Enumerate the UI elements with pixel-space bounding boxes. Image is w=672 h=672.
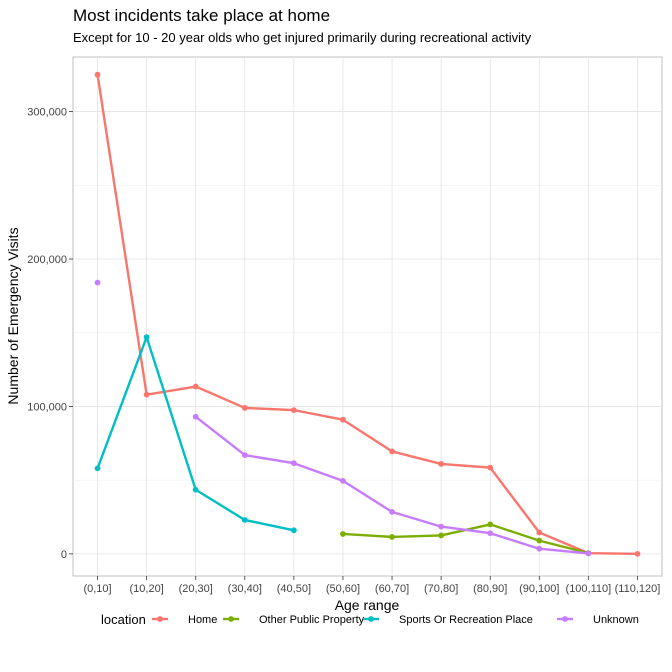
- data-point: [241, 517, 248, 523]
- plot-panel: [72, 56, 663, 577]
- legend-item: Unknown: [557, 614, 639, 626]
- data-point: [94, 465, 101, 472]
- x-tick-label: (100,110]: [566, 583, 612, 595]
- legend-label: Sports Or Recreation Place: [399, 614, 533, 626]
- legend: location Home Other Public Property Sports…: [101, 612, 639, 627]
- data-point: [94, 279, 101, 286]
- x-tick-label: (110,120]: [615, 583, 661, 595]
- x-tick-label: (30,40]: [228, 583, 262, 595]
- x-tick-label: (80,90]: [473, 583, 507, 595]
- data-point: [192, 486, 199, 493]
- data-point: [94, 71, 101, 78]
- data-point: [340, 416, 346, 423]
- x-tick-label: (0,10]: [83, 583, 111, 595]
- data-point: [389, 448, 395, 455]
- x-tick-label: (90,100]: [519, 583, 559, 595]
- grid: [73, 57, 662, 576]
- y-axis: 0 100,000 200,000 300,000: [27, 107, 73, 561]
- data-point: [241, 452, 248, 458]
- data-point: [438, 461, 445, 467]
- y-tick-label: 300,000: [27, 107, 67, 119]
- legend-label: Home: [188, 614, 217, 626]
- data-point: [389, 508, 395, 515]
- data-point: [192, 413, 199, 420]
- data-point: [340, 531, 346, 537]
- series-sports-or-recreation-place: [94, 334, 297, 534]
- data-point: [536, 545, 543, 552]
- legend-item: Home: [152, 614, 217, 626]
- series-layer: [94, 71, 641, 557]
- chart-title: Most incidents take place at home: [73, 6, 330, 25]
- legend-key-point: [228, 616, 234, 622]
- y-tick-label: 200,000: [27, 254, 67, 266]
- x-tick-label: (20,30]: [179, 583, 213, 595]
- x-tick-label: (10,20]: [130, 583, 164, 595]
- legend-item: Sports Or Recreation Place: [363, 614, 533, 626]
- data-point: [438, 523, 445, 530]
- data-point: [389, 534, 395, 540]
- data-point: [340, 477, 346, 484]
- series-line: [96, 73, 639, 556]
- legend-label: Other Public Property: [259, 614, 365, 626]
- data-point: [290, 407, 297, 414]
- data-point: [290, 527, 297, 534]
- y-axis-title: Number of Emergency Visits: [5, 227, 21, 404]
- x-axis-title: Age range: [335, 597, 400, 613]
- y-tick-label: 100,000: [27, 401, 67, 413]
- data-point: [585, 550, 592, 557]
- data-point: [143, 391, 150, 398]
- data-point: [241, 405, 248, 411]
- legend-label: Unknown: [593, 614, 639, 626]
- data-point: [290, 460, 297, 467]
- legend-key-point: [562, 616, 568, 622]
- legend-item: Other Public Property: [223, 614, 365, 626]
- x-tick-label: (60,70]: [375, 583, 409, 595]
- data-point: [536, 529, 543, 536]
- legend-title: location: [101, 612, 146, 627]
- x-tick-label: (50,60]: [326, 583, 360, 595]
- data-point: [536, 537, 543, 544]
- series-unknown: [94, 279, 592, 557]
- legend-key-point: [157, 616, 163, 622]
- data-point: [487, 521, 494, 528]
- x-tick-label: (40,50]: [277, 583, 311, 595]
- data-point: [634, 550, 641, 557]
- data-point: [192, 383, 199, 390]
- data-point: [487, 530, 494, 537]
- y-tick-label: 0: [61, 549, 67, 561]
- data-point: [487, 464, 494, 471]
- x-axis: (0,10] (10,20] (20,30] (30,40] (40,50] (50,60…: [83, 576, 660, 595]
- chart-subtitle: Except for 10 - 20 year olds who get inj…: [73, 30, 532, 45]
- x-tick-label: (70,80]: [424, 583, 458, 595]
- legend-key-point: [368, 616, 374, 622]
- data-point: [438, 532, 445, 539]
- data-point: [143, 334, 150, 341]
